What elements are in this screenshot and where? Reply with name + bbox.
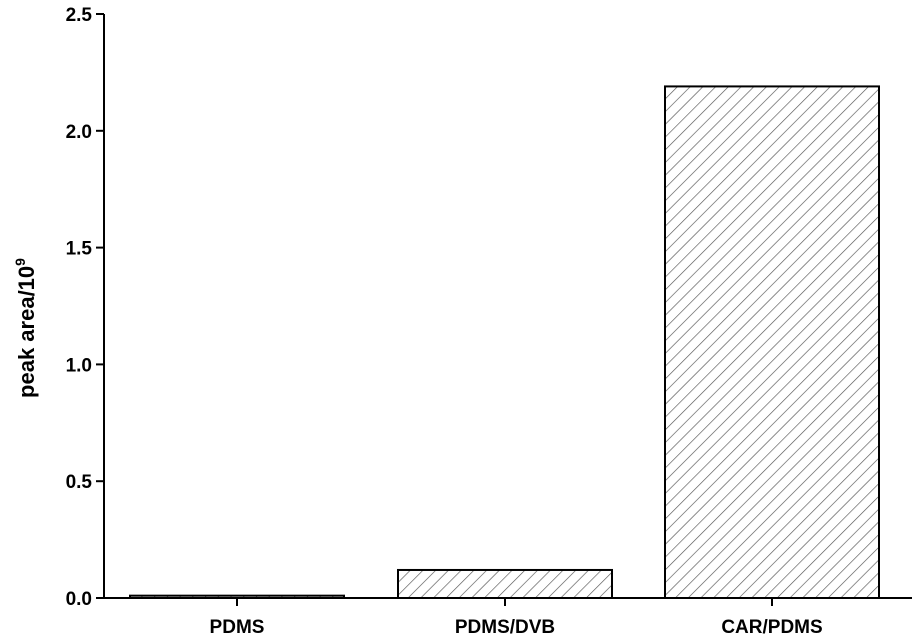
x-tick-label: PDMS [210,617,265,638]
bar-pdms-dvb [397,568,613,600]
x-tick-label: CAR/PDMS [721,617,822,638]
y-axis-ticks: 0.0 0.5 1.0 1.5 2.0 2.5 [66,5,104,610]
x-axis-ticks: PDMS PDMS/DVB CAR/PDMS [210,598,823,638]
y-axis-title: peak area/109 [12,258,39,398]
y-tick-label: 2.0 [66,122,92,143]
x-tick-label: PDMS/DVB [455,617,555,638]
y-tick-label: 0.5 [66,472,93,493]
y-tick-label: 1.0 [66,355,92,376]
y-tick-label: 2.5 [66,5,93,26]
y-tick-label: 0.0 [66,589,92,610]
y-tick-label: 1.5 [66,239,93,260]
bar-car-pdms [664,85,880,600]
bars-group [129,85,880,600]
